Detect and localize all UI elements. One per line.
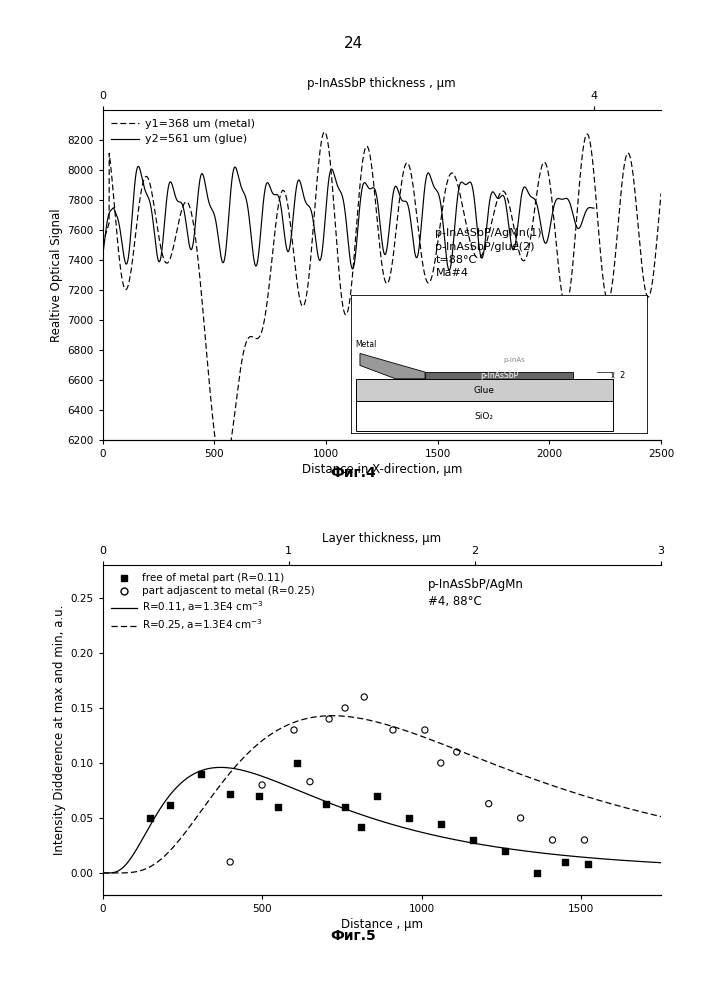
Point — [225, 854, 236, 870]
Point — [145, 810, 156, 826]
Text: p-InAsSbP/AgMn(1)
p-InAsSbP/glue(2)
t=88°C
Ma#4: p-InAsSbP/AgMn(1) p-InAsSbP/glue(2) t=88… — [436, 228, 542, 278]
Point — [579, 832, 590, 848]
Point — [436, 755, 447, 771]
Point — [257, 777, 268, 793]
X-axis label: p-InAsSbP thickness , μm: p-InAsSbP thickness , μm — [308, 77, 456, 90]
Y-axis label: Realtive Optical Signal: Realtive Optical Signal — [50, 208, 63, 342]
Point — [582, 856, 593, 872]
Point — [225, 786, 236, 802]
Text: Фиг.4: Фиг.4 — [331, 466, 376, 480]
Text: Фиг.5: Фиг.5 — [331, 929, 376, 943]
Text: p-InAsSbP/AgMn
#4, 88°C: p-InAsSbP/AgMn #4, 88°C — [428, 578, 524, 608]
X-axis label: Distance in X-direction, μm: Distance in X-direction, μm — [302, 463, 462, 476]
Point — [419, 722, 431, 738]
Point — [291, 755, 303, 771]
Point — [547, 832, 559, 848]
Y-axis label: Intensity Didderence at max and min, a.u.: Intensity Didderence at max and min, a.u… — [53, 605, 66, 855]
Point — [371, 788, 382, 804]
Point — [358, 689, 370, 705]
Legend: y1=368 um (metal), y2=561 um (glue): y1=368 um (metal), y2=561 um (glue) — [108, 116, 258, 148]
Point — [483, 796, 494, 812]
Point — [339, 799, 351, 815]
Point — [288, 722, 300, 738]
Text: 24: 24 — [344, 36, 363, 51]
X-axis label: Distance , μm: Distance , μm — [341, 918, 423, 931]
Legend: free of metal part (R=0.11), part adjascent to metal (R=0.25), R=0.11, a=1.3E4 c: free of metal part (R=0.11), part adjasc… — [107, 570, 318, 635]
Point — [356, 819, 367, 835]
Point — [403, 810, 414, 826]
Point — [339, 700, 351, 716]
Point — [272, 799, 284, 815]
Point — [324, 711, 335, 727]
Point — [515, 810, 526, 826]
Point — [304, 774, 315, 790]
Point — [451, 744, 462, 760]
Point — [253, 788, 264, 804]
Point — [320, 796, 332, 812]
Point — [499, 843, 510, 859]
Point — [560, 854, 571, 870]
X-axis label: Layer thickness, μm: Layer thickness, μm — [322, 532, 441, 545]
Point — [467, 832, 479, 848]
Point — [164, 797, 175, 813]
Point — [387, 722, 399, 738]
Point — [531, 865, 542, 881]
Point — [436, 816, 447, 832]
Point — [196, 766, 207, 782]
